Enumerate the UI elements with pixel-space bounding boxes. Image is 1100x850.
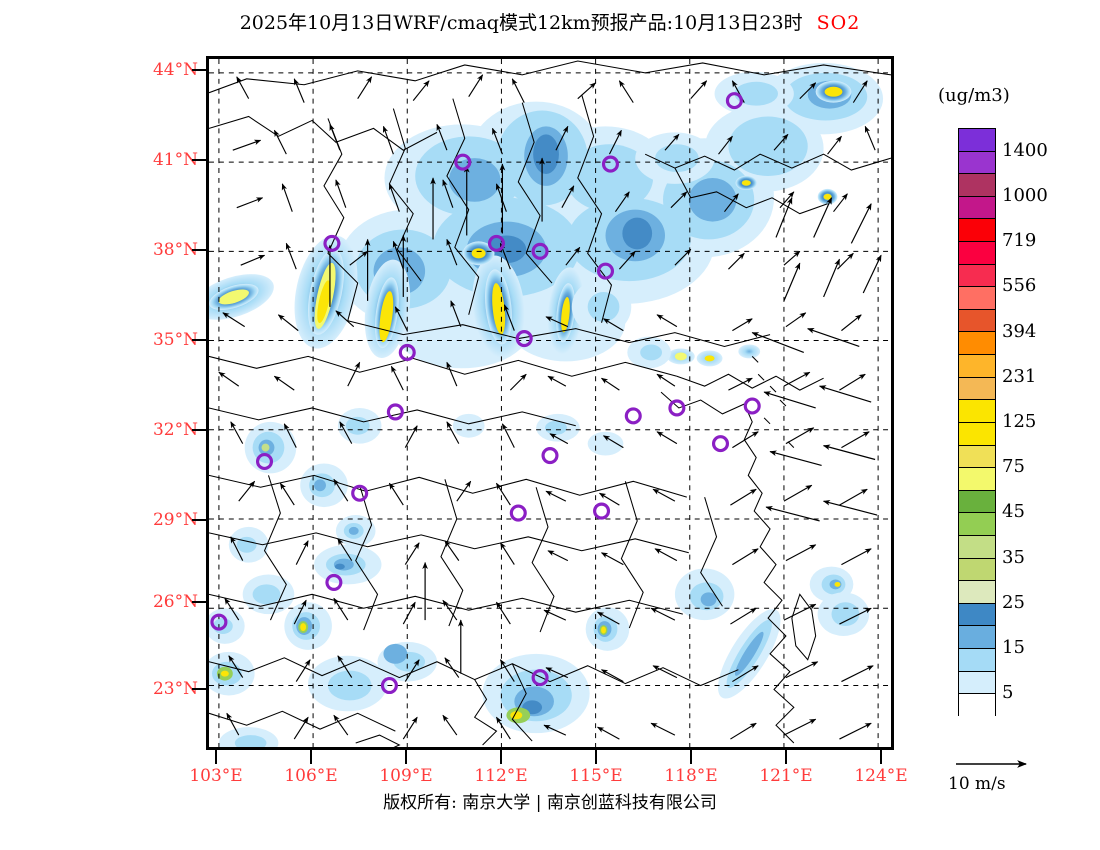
lat-tick-38n bbox=[192, 249, 206, 251]
colorbar-band bbox=[959, 377, 995, 401]
colorbar-band bbox=[959, 264, 995, 288]
colorbar-band bbox=[959, 242, 995, 265]
lat-label-29n: 29°N bbox=[152, 510, 198, 530]
colorbar-tick-label: 15 bbox=[1002, 637, 1025, 659]
colorbar-band bbox=[959, 626, 995, 650]
lon-label-124e: 124°E bbox=[854, 766, 908, 786]
lon-tick-103e bbox=[215, 750, 217, 764]
colorbar-tick-label: 45 bbox=[1002, 501, 1025, 523]
lon-label-121e: 121°E bbox=[759, 766, 813, 786]
lon-tick-115e bbox=[595, 750, 597, 764]
map-canvas bbox=[209, 59, 891, 747]
colorbar-band bbox=[959, 174, 995, 197]
colorbar-tick-label: 719 bbox=[1002, 230, 1037, 252]
wind-scale-label: 10 m/s bbox=[948, 774, 1006, 794]
lat-label-44n: 44°N bbox=[152, 60, 198, 80]
colorbar-tick-label: 35 bbox=[1002, 546, 1025, 568]
colorbar-tick-label: 1400 bbox=[1002, 139, 1048, 161]
lon-tick-106e bbox=[310, 750, 312, 764]
so2-concentration-field bbox=[209, 62, 884, 747]
copyright-notice: 版权所有: 南京大学 | 南京创蓝科技有限公司 bbox=[383, 793, 717, 813]
colorbar[interactable] bbox=[958, 128, 996, 717]
wind-vector-field bbox=[218, 74, 882, 740]
lat-label-26n: 26°N bbox=[152, 592, 198, 612]
colorbar-band bbox=[959, 287, 995, 310]
lat-tick-35n bbox=[192, 339, 206, 341]
lat-label-41n: 41°N bbox=[152, 150, 198, 170]
colorbar-band bbox=[959, 445, 995, 469]
colorbar-band bbox=[959, 468, 995, 491]
colorbar-band bbox=[959, 219, 995, 243]
lon-label-106e: 106°E bbox=[284, 766, 338, 786]
colorbar-tick-label: 394 bbox=[1002, 320, 1037, 342]
colorbar-tick-label: 125 bbox=[1002, 411, 1037, 432]
lat-tick-41n bbox=[192, 159, 206, 161]
lon-label-109e: 109°E bbox=[379, 766, 433, 786]
colorbar-band bbox=[959, 513, 995, 536]
colorbar-tick-label: 75 bbox=[1002, 456, 1025, 478]
lat-tick-29n bbox=[192, 519, 206, 521]
lon-tick-109e bbox=[405, 750, 407, 764]
lon-label-118e: 118°E bbox=[664, 766, 718, 786]
lon-label-115e: 115°E bbox=[569, 766, 623, 786]
map-boundaries bbox=[209, 60, 891, 747]
lat-tick-26n bbox=[192, 601, 206, 603]
species-label: SO2 bbox=[816, 12, 861, 34]
colorbar-tick-label: 5 bbox=[1002, 682, 1014, 704]
colorbar-band bbox=[959, 309, 995, 333]
colorbar-band bbox=[959, 422, 995, 446]
lon-label-112e: 112°E bbox=[474, 766, 528, 786]
colorbar-band bbox=[959, 558, 995, 582]
lat-tick-23n bbox=[192, 688, 206, 690]
lat-label-32n: 32°N bbox=[152, 420, 198, 440]
colorbar-band bbox=[959, 151, 995, 175]
lat-tick-32n bbox=[192, 429, 206, 431]
colorbar-tick-label: 556 bbox=[1002, 275, 1037, 297]
lat-tick-44n bbox=[192, 69, 206, 71]
colorbar-units-label: (ug/m3) bbox=[938, 85, 1010, 106]
colorbar-band bbox=[959, 490, 995, 514]
colorbar-band bbox=[959, 535, 995, 559]
lat-label-38n: 38°N bbox=[152, 240, 198, 260]
colorbar-tick-label: 231 bbox=[1002, 365, 1037, 387]
lat-label-35n: 35°N bbox=[152, 330, 198, 350]
station-markers[interactable] bbox=[210, 92, 761, 695]
colorbar-band bbox=[959, 581, 995, 604]
title-text: 2025年10月13日WRF/cmaq模式12km预报产品:10月13日23时 bbox=[239, 12, 803, 34]
map-plot-area[interactable] bbox=[206, 56, 894, 750]
colorbar-band bbox=[959, 332, 995, 356]
colorbar-tick-label: 1000 bbox=[1002, 184, 1048, 206]
colorbar-band bbox=[959, 671, 995, 695]
lon-tick-124e bbox=[880, 750, 882, 764]
colorbar-band bbox=[959, 355, 995, 378]
colorbar-band bbox=[959, 649, 995, 672]
page-title: 2025年10月13日WRF/cmaq模式12km预报产品:10月13日23时 S… bbox=[0, 8, 1100, 35]
lon-tick-121e bbox=[785, 750, 787, 764]
colorbar-band bbox=[959, 196, 995, 220]
colorbar-band bbox=[959, 129, 995, 152]
lat-label-23n: 23°N bbox=[152, 679, 198, 699]
colorbar-tick-label: 25 bbox=[1002, 591, 1025, 613]
lon-tick-112e bbox=[500, 750, 502, 764]
colorbar-band bbox=[959, 603, 995, 627]
colorbar-band bbox=[959, 694, 995, 717]
colorbar-band bbox=[959, 400, 995, 423]
map-gridlines bbox=[209, 59, 891, 747]
map-svg bbox=[209, 59, 891, 747]
wind-reference-arrow-icon bbox=[956, 760, 1027, 768]
lon-tick-118e bbox=[690, 750, 692, 764]
wind-scale-reference: 10 m/s bbox=[948, 752, 1098, 798]
lon-label-103e: 103°E bbox=[189, 766, 243, 786]
